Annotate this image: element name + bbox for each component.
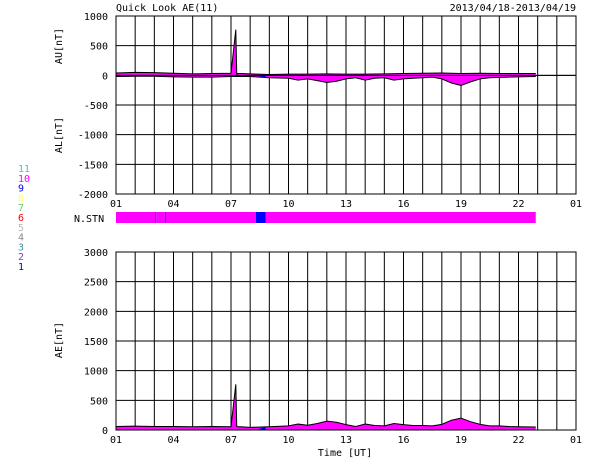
series-ae-line — [115, 384, 536, 428]
nstn-label: N.STN — [74, 214, 104, 225]
x-tick-label: 16 — [397, 199, 409, 210]
station-legend-label: 10 — [18, 174, 30, 185]
nstn-segment — [156, 212, 165, 223]
x-tick-label: 01 — [570, 435, 582, 446]
y-tick-label: 1000 — [84, 367, 108, 378]
nstn-segment — [155, 212, 157, 223]
panel-frame — [115, 15, 577, 195]
series-au-area — [116, 29, 536, 76]
nstn-segment — [165, 212, 256, 223]
x-tick-label: 16 — [397, 435, 409, 446]
y-tick-label: 3000 — [84, 248, 108, 259]
x-tick-label: 22 — [512, 199, 524, 210]
nstn-segment — [116, 212, 156, 223]
au-axis-label: AU[nT] — [54, 28, 65, 64]
y-tick-label: 2000 — [84, 307, 108, 318]
al-axis-label: AL[nT] — [54, 117, 65, 153]
station-legend-label: 7 — [18, 203, 24, 214]
station-legend-label: 3 — [18, 242, 24, 253]
y-tick-label: -1000 — [78, 131, 108, 142]
y-tick-label: -2000 — [78, 190, 108, 201]
x-tick-label: 22 — [512, 435, 524, 446]
x-tick-label: 13 — [340, 199, 352, 210]
x-tick-label: 04 — [167, 435, 179, 446]
station-legend-label: 8 — [18, 193, 24, 204]
y-tick-label: 1000 — [84, 12, 108, 23]
series-au-line — [115, 29, 536, 76]
y-tick-label: 0 — [102, 426, 108, 437]
plot-title: Quick Look AE(11) — [116, 3, 218, 14]
x-tick-label: 01 — [110, 435, 122, 446]
station-legend-label: 2 — [18, 252, 24, 263]
series-al-area — [116, 75, 536, 86]
panel-frame — [115, 251, 577, 431]
x-tick-label: 10 — [282, 199, 294, 210]
y-tick-label: 0 — [102, 71, 108, 82]
series-ae-low-station-area — [255, 426, 266, 430]
series-ae-area — [116, 384, 536, 430]
x-tick-label: 10 — [282, 435, 294, 446]
x-tick-label: 13 — [340, 435, 352, 446]
y-tick-label: -1500 — [78, 160, 108, 171]
x-tick-label: 07 — [225, 435, 237, 446]
x-tick-label: 04 — [167, 199, 179, 210]
y-tick-label: 500 — [90, 42, 108, 53]
y-tick-label: 1500 — [84, 337, 108, 348]
station-count-bar — [116, 212, 536, 223]
station-legend-label: 4 — [18, 233, 24, 244]
series-al-low-station-area — [255, 75, 266, 78]
station-legend-label: 1 — [18, 262, 24, 273]
x-tick-label: 19 — [455, 435, 467, 446]
y-tick-label: 2500 — [84, 278, 108, 289]
x-tick-label: 07 — [225, 199, 237, 210]
x-tick-label: 19 — [455, 199, 467, 210]
x-axis-label: Time [UT] — [318, 448, 372, 459]
series-al-line — [115, 75, 536, 86]
nstn-segment — [265, 212, 536, 223]
x-tick-label: 01 — [570, 199, 582, 210]
station-legend-label: 9 — [18, 184, 24, 195]
y-tick-label: 500 — [90, 396, 108, 407]
y-tick-label: -500 — [84, 101, 108, 112]
station-legend-label: 11 — [18, 164, 30, 175]
date-range: 2013/04/18-2013/04/19 — [450, 3, 576, 14]
station-legend-label: 6 — [18, 213, 24, 224]
nstn-segment — [255, 212, 266, 223]
station-legend-label: 5 — [18, 223, 24, 234]
x-tick-label: 01 — [110, 199, 122, 210]
nstn-segment — [164, 212, 166, 223]
ae-axis-label: AE[nT] — [54, 322, 65, 358]
